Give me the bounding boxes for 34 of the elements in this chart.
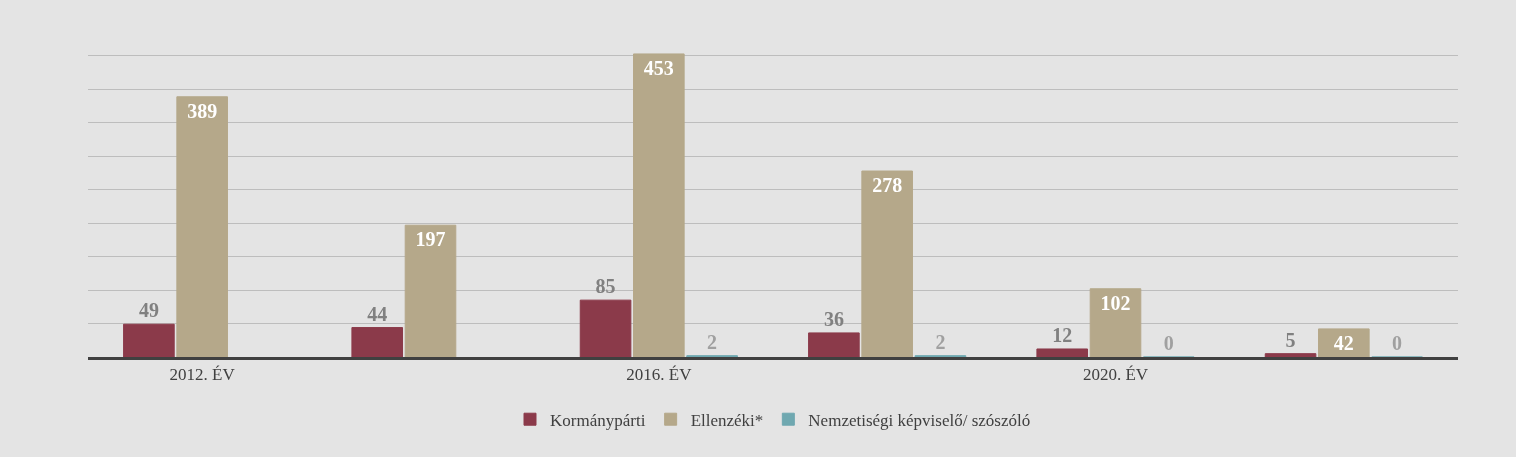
bar bbox=[176, 96, 228, 357]
data-label: 36 bbox=[823, 307, 844, 330]
bar bbox=[1318, 328, 1370, 357]
data-label: 453 bbox=[643, 56, 674, 79]
legend-label: Nemzetiségi képviselő/ szószóló bbox=[808, 410, 1031, 430]
data-label: 2 bbox=[935, 330, 946, 353]
data-label: 389 bbox=[187, 99, 218, 122]
bar bbox=[123, 323, 175, 357]
data-label: 44 bbox=[367, 302, 388, 325]
data-label: 49 bbox=[138, 299, 159, 322]
bar bbox=[861, 170, 913, 357]
data-label: 197 bbox=[415, 228, 446, 251]
bar bbox=[1089, 288, 1142, 357]
data-label: 2 bbox=[707, 330, 718, 353]
x-tick-label: 2020. ÉV bbox=[1082, 365, 1149, 385]
x-tick-label: 2016. ÉV bbox=[626, 365, 693, 385]
bar bbox=[579, 299, 632, 357]
data-label: 5 bbox=[1285, 328, 1296, 351]
legend-label: Kormánypárti bbox=[550, 410, 646, 430]
legend-label: Ellenzéki* bbox=[690, 410, 764, 430]
data-label: 12 bbox=[1052, 323, 1073, 346]
bar bbox=[1036, 348, 1089, 357]
x-tick-label: 2012. ÉV bbox=[169, 365, 236, 385]
data-label: 0 bbox=[1392, 332, 1403, 354]
data-label: 0 bbox=[1163, 332, 1174, 354]
bar bbox=[1264, 353, 1317, 357]
bar bbox=[808, 332, 860, 357]
data-label: 85 bbox=[595, 275, 616, 298]
data-label: 42 bbox=[1333, 331, 1354, 354]
data-label: 278 bbox=[872, 174, 903, 197]
bar bbox=[351, 327, 404, 357]
bar bbox=[633, 53, 685, 357]
bar bbox=[404, 224, 457, 357]
data-label: 102 bbox=[1100, 291, 1131, 314]
